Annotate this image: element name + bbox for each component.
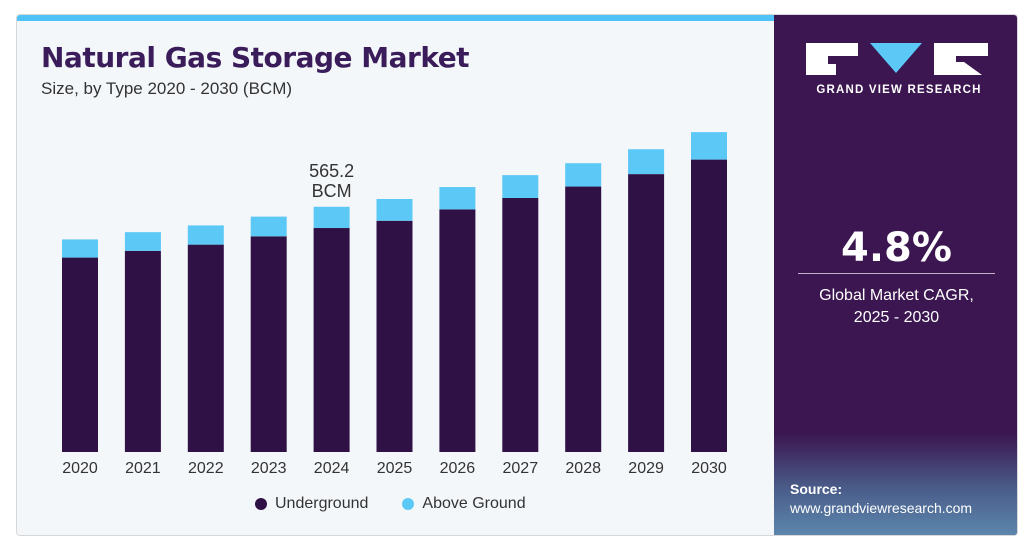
bar-above-ground-2026	[439, 187, 476, 210]
bar-above-ground-2022	[187, 225, 224, 245]
bar-above-ground-2020	[62, 239, 98, 258]
x-tick-label-2020: 2020	[62, 460, 98, 477]
chart-panel: Natural Gas Storage Market Size, by Type…	[17, 15, 774, 535]
x-tick-label-2023: 2023	[251, 460, 287, 477]
bar-underground-2023	[250, 236, 287, 452]
bar-underground-2025	[376, 220, 413, 452]
legend-item-above-ground: Above Ground	[402, 495, 526, 513]
bar-underground-2028	[565, 186, 602, 452]
bar-underground-2029	[628, 174, 665, 452]
x-tick-label-2028: 2028	[565, 460, 601, 477]
bar-above-ground-2024	[313, 206, 350, 229]
x-tick-label-2027: 2027	[503, 460, 539, 477]
chart-subtitle: Size, by Type 2020 - 2030 (BCM)	[41, 79, 293, 98]
legend-swatch-above-ground	[402, 498, 415, 510]
bar-above-ground-2028	[565, 163, 602, 187]
bar-underground-2030	[691, 159, 727, 452]
x-tick-label-2026: 2026	[440, 460, 476, 477]
bar-above-ground-2023	[250, 216, 287, 237]
chart-card: Natural Gas Storage Market Size, by Type…	[16, 14, 1018, 536]
annotation-value: 565.2	[309, 161, 354, 181]
bar-above-ground-2030	[691, 132, 727, 160]
bar-above-ground-2027	[502, 175, 539, 198]
legend-label-underground: Underground	[275, 495, 369, 512]
annotation-unit: BCM	[312, 181, 352, 201]
cagr-label-line1: Global Market CAGR,	[819, 287, 974, 304]
top-accent-bar	[17, 15, 774, 21]
bar-underground-2022	[187, 244, 224, 452]
chart-legend: Underground Above Ground	[255, 495, 526, 513]
legend-item-underground: Underground	[255, 495, 368, 513]
legend-label-above-ground: Above Ground	[422, 495, 526, 512]
bar-underground-2021	[124, 250, 161, 452]
bar-underground-2020	[62, 257, 98, 452]
bar-above-ground-2021	[124, 232, 161, 251]
legend-swatch-underground	[255, 498, 267, 510]
cagr-value: 4.8%	[841, 225, 952, 271]
bar-underground-2024	[313, 228, 350, 452]
chart-title: Natural Gas Storage Market	[41, 41, 470, 74]
source-url: www.grandviewresearch.com	[790, 500, 973, 516]
bar-above-ground-2025	[376, 198, 413, 221]
grand-view-research-logo	[806, 43, 988, 75]
bar-underground-2027	[502, 197, 539, 452]
cagr-divider	[798, 273, 995, 274]
cagr-label-line2: 2025 - 2030	[853, 309, 940, 326]
x-tick-label-2024: 2024	[314, 460, 350, 477]
bar-underground-2026	[439, 209, 476, 452]
x-tick-label-2022: 2022	[188, 460, 224, 477]
x-tick-label-2021: 2021	[125, 460, 161, 477]
x-tick-label-2030: 2030	[691, 460, 727, 477]
source-area	[774, 433, 1017, 535]
x-tick-label-2029: 2029	[628, 460, 664, 477]
x-tick-label-2025: 2025	[377, 460, 413, 477]
cagr-label: Global Market CAGR, 2025 - 2030	[774, 285, 1017, 329]
bar-chart: 2020 2021 2022 2023 2024 2025 2026 2027 2028 2029…	[62, 132, 727, 477]
brand-name: GRAND VIEW RESEARCH	[816, 84, 982, 96]
source-label: Source:	[790, 481, 843, 497]
bar-above-ground-2029	[628, 149, 665, 175]
sidebar-panel: GRAND VIEW RESEARCH 4.8% Global Market C…	[774, 15, 1017, 535]
